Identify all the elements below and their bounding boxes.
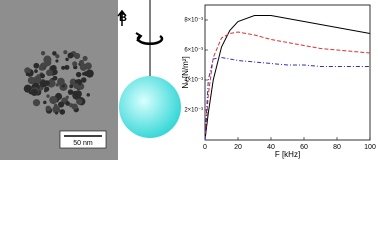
y-tick-label: 2×10⁻³ [184,108,203,114]
nanoparticle [25,72,30,76]
nanoparticle [43,100,47,105]
y-tick-label: 4×10⁻³ [184,78,203,84]
nanoparticle [79,63,88,71]
nanoparticle [30,88,38,96]
nanoparticle [85,69,94,78]
nanoparticle [74,79,79,84]
nanoparticle [73,52,81,60]
nanoparticle [24,67,31,74]
x-tick-label: 0 [203,144,207,151]
nanoparticle [55,59,59,63]
series-line [204,15,371,141]
nanoparticle [86,93,90,97]
nanoparticle [52,51,57,56]
field-label: B [119,12,127,24]
x-tick-label: 40 [267,144,275,151]
nanoparticle [47,79,56,88]
nanoparticle-cluster [23,50,94,115]
figure: 50 nm B 0 20 40 60 80 100 2×10⁻³ 4×10⁻³ 6×10⁻³ 8×… [0,0,376,160]
nanoparticle [65,57,69,62]
plot-area [204,4,371,141]
y-axis-label: Nᵥ [N/m²] [181,56,190,88]
nanoparticle [64,64,70,70]
nanoparticle [80,77,87,83]
field-arrow [117,9,127,26]
nanoparticle [71,103,78,110]
y-tick-label: 8×10⁻³ [184,18,203,24]
nanoparticle [67,52,74,59]
nanoparticle [67,89,74,95]
nanoparticle [45,69,53,77]
nanoparticle [65,101,70,106]
nanoparticle [34,69,38,73]
nanoparticle [33,62,40,69]
nanoparticle [40,73,45,79]
nanoparticle [46,94,50,98]
nanoparticle [61,65,66,70]
chart: 0 20 40 60 80 100 2×10⁻³ 4×10⁻³ 6×10⁻³ 8×10⁻³ F [k… [181,4,376,159]
nanoparticle [53,103,58,108]
nanoparticle [39,80,48,88]
nanoparticle [38,66,43,71]
x-tick-label: 80 [333,144,341,151]
nanoparticle [65,95,69,99]
nanoparticle [59,109,66,115]
series-line [204,31,371,141]
nanoparticle [32,99,41,107]
nanoparticle [63,50,68,55]
nanoparticle [54,111,59,115]
rotation-arrowhead [135,32,143,42]
nanoparticle [79,59,85,65]
nanoparticle [52,105,61,114]
nanoparticle [72,61,78,67]
nanoparticle [40,51,46,56]
x-tick-label: 100 [364,144,376,151]
nanoparticle [40,62,47,68]
nanoparticle [57,77,65,86]
x-axis-label: F [kHz] [275,150,300,159]
x-tick-label: 20 [234,144,242,151]
nanoparticle [73,83,80,89]
nanoparticle [55,54,60,59]
x-tick-label: 60 [300,144,308,151]
sphere [119,76,181,138]
nanoparticle [27,76,36,85]
nanoparticle [69,84,74,89]
scale-bar-label: 50 nm [73,140,93,147]
nanoparticle [49,95,58,105]
nanoparticle [75,71,82,78]
nanoparticle [44,89,48,93]
nanoparticle [58,101,65,108]
nanoparticle [33,75,42,84]
nanoparticle [82,55,88,61]
nanoparticle [45,105,52,112]
y-tick-label: 6×10⁻³ [184,48,203,54]
nanoparticle [76,98,83,105]
nanoparticle [74,90,82,98]
series-line [204,56,370,141]
